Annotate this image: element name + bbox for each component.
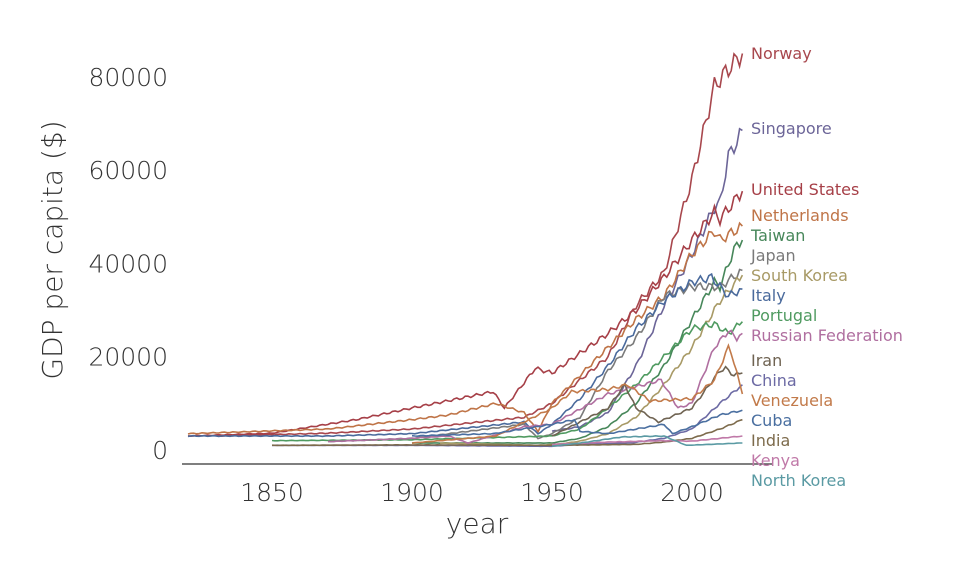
series-line-singapore bbox=[551, 127, 743, 432]
series-label: India bbox=[751, 431, 790, 450]
series-label: Kenya bbox=[751, 451, 800, 470]
series-line-netherlands bbox=[187, 221, 743, 435]
x-tick-label: 1950 bbox=[520, 478, 584, 507]
series-line-kenya bbox=[551, 435, 743, 446]
series-label: Netherlands bbox=[751, 206, 849, 225]
y-tick-label: 40000 bbox=[88, 249, 168, 278]
series-label: Russian Federation bbox=[751, 326, 903, 345]
y-axis-label: GDP per capita ($) bbox=[36, 120, 69, 379]
y-tick-label: 80000 bbox=[88, 63, 168, 92]
series-label: Portugal bbox=[751, 306, 817, 325]
series-label: Norway bbox=[751, 44, 812, 63]
series-label: Cuba bbox=[751, 411, 792, 430]
series-line-north-korea bbox=[551, 434, 743, 447]
series-line-italy bbox=[187, 272, 743, 438]
series-label: United States bbox=[751, 180, 859, 199]
series-label: Iran bbox=[751, 351, 782, 370]
y-tick-label: 0 bbox=[152, 436, 168, 465]
series-label: North Korea bbox=[751, 471, 846, 490]
series-line-united-states bbox=[187, 190, 744, 438]
series-line-india bbox=[271, 418, 743, 447]
x-tick-label: 1900 bbox=[380, 478, 444, 507]
y-tick-label: 60000 bbox=[88, 156, 168, 185]
x-tick-label: 1850 bbox=[240, 478, 304, 507]
series-line-norway bbox=[216, 52, 744, 438]
series-label: Taiwan bbox=[750, 226, 805, 245]
series-label: Japan bbox=[750, 246, 796, 265]
x-tick-label: 2000 bbox=[660, 478, 724, 507]
series-label: China bbox=[751, 371, 797, 390]
series-line-portugal bbox=[271, 320, 744, 442]
series-label: Singapore bbox=[751, 119, 832, 138]
series-line-cuba bbox=[411, 409, 743, 438]
series-label: Italy bbox=[751, 286, 786, 305]
series-line-russian-federation bbox=[327, 329, 743, 445]
y-tick-label: 20000 bbox=[88, 343, 168, 372]
series-label: South Korea bbox=[751, 266, 848, 285]
x-axis-label: year bbox=[446, 507, 509, 540]
series-line-taiwan bbox=[411, 239, 744, 445]
series-label: Venezuela bbox=[751, 391, 833, 410]
series-line-venezuela bbox=[411, 343, 744, 444]
series-line-japan bbox=[327, 268, 743, 443]
